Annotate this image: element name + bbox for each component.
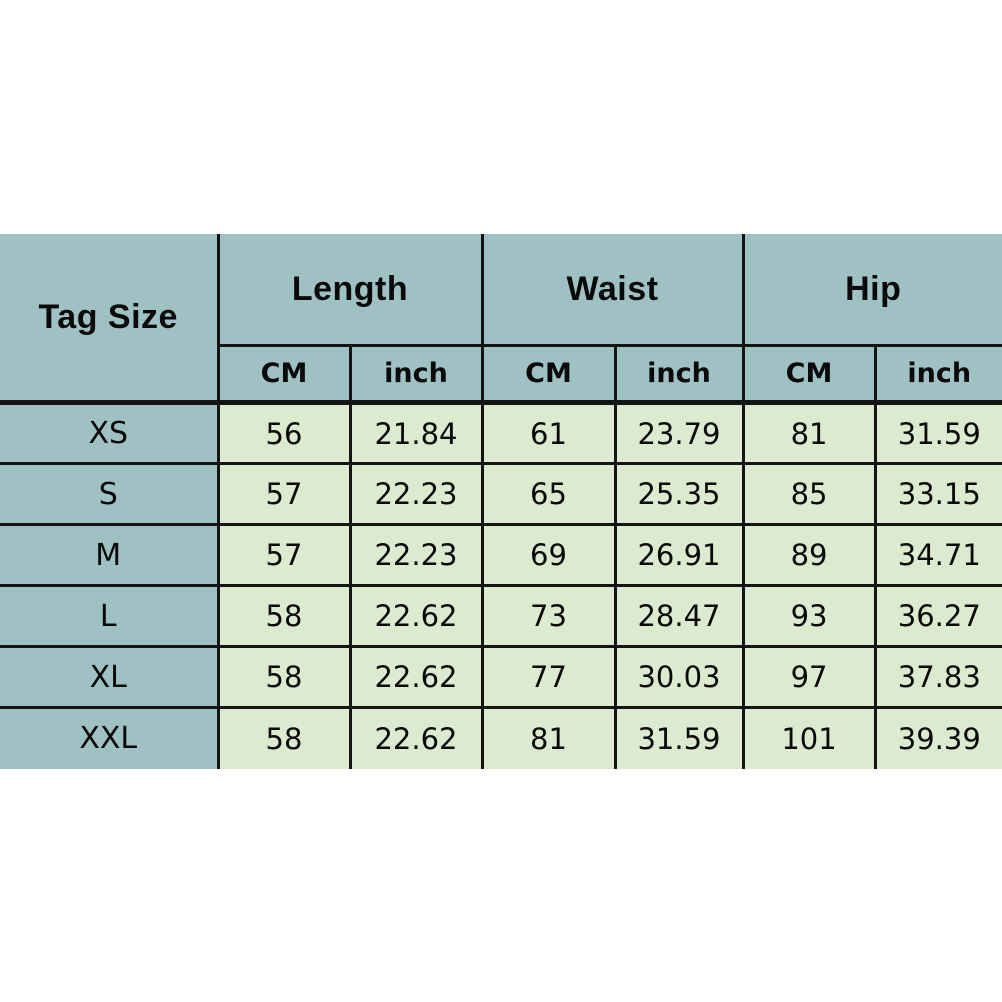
measurement-value-cell: 61 (480, 401, 617, 465)
table-row: XL 58 22.62 77 30.03 97 37.83 (0, 645, 1002, 709)
measurement-value-cell: 22.23 (348, 462, 484, 526)
measurement-value-cell: 34.71 (873, 523, 1002, 587)
measurement-value-cell: 25.35 (613, 462, 745, 526)
measurement-value-cell: 58 (216, 645, 352, 709)
measurement-value-cell: 85 (741, 462, 877, 526)
measurement-value-cell: 21.84 (348, 401, 484, 465)
measurement-value-cell: 56 (216, 401, 352, 465)
measurement-value-cell: 22.62 (348, 584, 484, 648)
subheader-length-inch: inch (348, 344, 484, 405)
measurement-value-cell: 33.15 (873, 462, 1002, 526)
size-label-cell: M (0, 523, 220, 587)
measurement-value-cell: 101 (741, 706, 877, 769)
measurement-value-cell: 69 (480, 523, 617, 587)
measurement-value-cell: 93 (741, 584, 877, 648)
size-chart-header: Tag Size Length Waist Hip CM inch CM inc… (0, 234, 1002, 405)
size-chart-table: Tag Size Length Waist Hip CM inch CM inc… (0, 234, 1002, 769)
measurement-value-cell: 23.79 (613, 401, 745, 465)
subheader-waist-cm: CM (480, 344, 617, 405)
table-row: XXL 58 22.62 81 31.59 101 39.39 (0, 706, 1002, 769)
table-row: M 57 22.23 69 26.91 89 34.71 (0, 523, 1002, 587)
measurement-value-cell: 22.23 (348, 523, 484, 587)
table-row: S 57 22.23 65 25.35 85 33.15 (0, 462, 1002, 526)
header-group-length: Length (216, 234, 484, 347)
measurement-value-cell: 97 (741, 645, 877, 709)
subheader-length-cm: CM (218, 344, 352, 405)
size-label-cell: XS (0, 401, 220, 465)
measurement-value-cell: 31.59 (613, 706, 745, 769)
measurement-value-cell: 26.91 (613, 523, 745, 587)
header-tag-size: Tag Size (0, 234, 220, 405)
measurement-value-cell: 58 (216, 584, 352, 648)
header-group-hip: Hip (741, 234, 1002, 347)
measurement-value-cell: 77 (480, 645, 617, 709)
subheader-hip-inch: inch (873, 344, 1002, 405)
size-chart-body: XS 56 21.84 61 23.79 81 31.59 S 57 22.23 65 25.35 85… (0, 401, 1002, 769)
measurement-value-cell: 39.39 (873, 706, 1002, 769)
measurement-value-cell: 89 (741, 523, 877, 587)
measurement-value-cell: 57 (216, 523, 352, 587)
table-row: XS 56 21.84 61 23.79 81 31.59 (0, 401, 1002, 465)
measurement-value-cell: 81 (741, 401, 877, 465)
measurement-value-cell: 81 (480, 706, 617, 769)
measurement-value-cell: 58 (216, 706, 352, 769)
size-label-cell: XXL (0, 706, 220, 769)
measurement-value-cell: 65 (480, 462, 617, 526)
size-label-cell: S (0, 462, 220, 526)
size-label-cell: XL (0, 645, 220, 709)
subheader-waist-inch: inch (613, 344, 745, 405)
header-group-waist: Waist (480, 234, 745, 347)
subheader-hip-cm: CM (741, 344, 877, 405)
measurement-value-cell: 30.03 (613, 645, 745, 709)
measurement-value-cell: 28.47 (613, 584, 745, 648)
size-label-cell: L (0, 584, 220, 648)
measurement-value-cell: 22.62 (348, 645, 484, 709)
measurement-value-cell: 36.27 (873, 584, 1002, 648)
table-row: L 58 22.62 73 28.47 93 36.27 (0, 584, 1002, 648)
measurement-value-cell: 31.59 (873, 401, 1002, 465)
measurement-value-cell: 37.83 (873, 645, 1002, 709)
measurement-value-cell: 73 (480, 584, 617, 648)
measurement-value-cell: 22.62 (348, 706, 484, 769)
measurement-value-cell: 57 (216, 462, 352, 526)
